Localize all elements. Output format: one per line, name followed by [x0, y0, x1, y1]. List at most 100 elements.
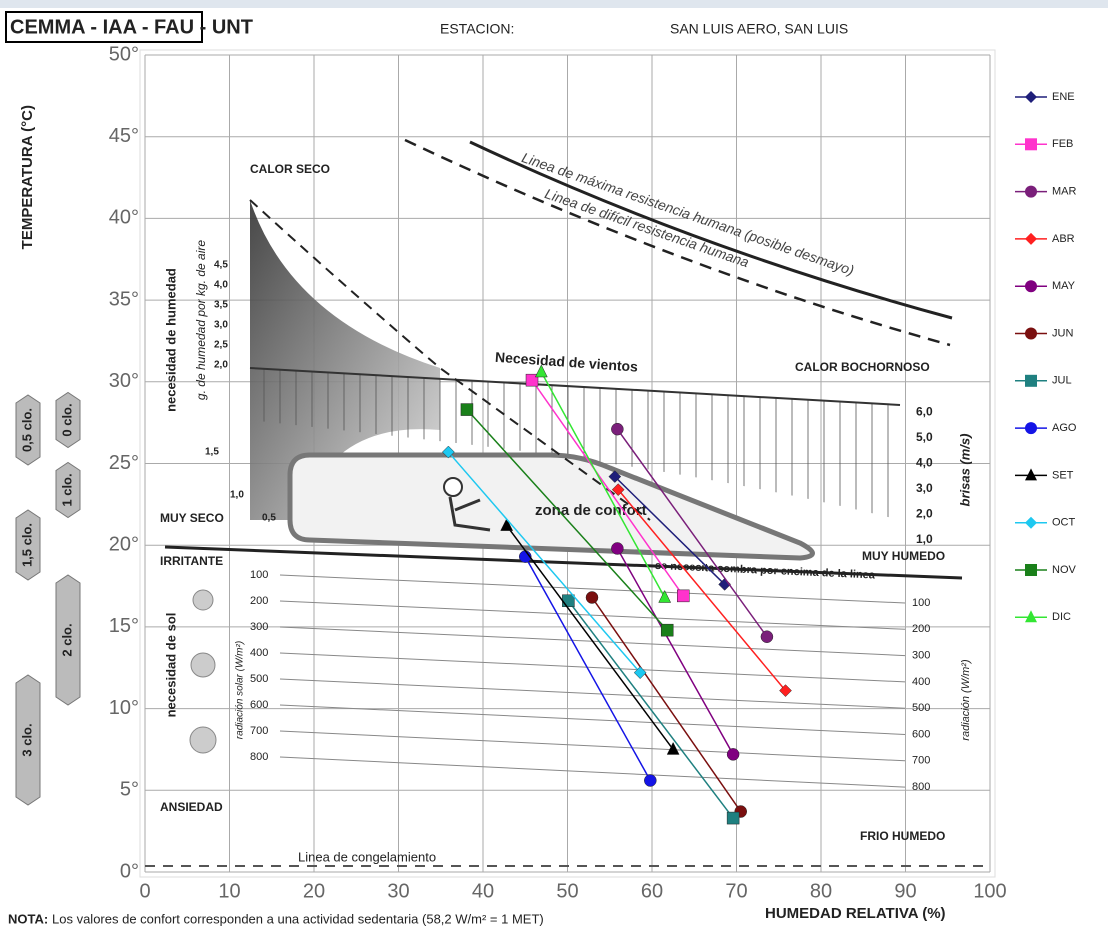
zone-label: radiación (W/m²)	[960, 659, 972, 741]
title-box	[5, 11, 203, 43]
clo-label: 2 clo.	[59, 623, 74, 656]
x-tick-label: 20	[303, 880, 325, 902]
radiation-label: 400	[250, 647, 268, 659]
legend-marker	[1025, 422, 1037, 435]
zone-label: necesidad de humedad	[163, 268, 178, 412]
marker	[726, 811, 740, 825]
legend-marker	[1025, 327, 1037, 340]
legend-label: OCT	[1052, 517, 1076, 529]
legend-marker	[1025, 516, 1037, 529]
x-tick-label: 0	[139, 880, 150, 902]
series-line	[616, 428, 768, 638]
radiation-line	[279, 574, 906, 604]
zone-label: radiación solar (W/m²)	[235, 641, 246, 739]
humidity-label: 4,0	[214, 280, 228, 291]
x-tick-label: 50	[556, 880, 578, 902]
x-tick-label: 40	[472, 880, 494, 902]
series-line	[466, 409, 668, 631]
y-tick-label: 25°	[109, 452, 139, 474]
person-icon	[448, 496, 491, 532]
legend-label: NOV	[1052, 564, 1077, 576]
legend-marker	[1025, 610, 1037, 623]
zone-label: brisas (m/s)	[957, 434, 972, 507]
breeze-label: 5,0	[916, 430, 933, 444]
shade-line	[164, 545, 963, 580]
station: SAN LUIS AERO, SAN LUIS	[670, 21, 848, 37]
clo-badge	[15, 509, 41, 581]
humidity-label: 3,5	[214, 300, 228, 311]
humidity-label: 4,5	[214, 260, 228, 271]
y-tick-label: 5°	[120, 779, 139, 801]
title: CEMMA - IAA - FAU - UNT	[10, 16, 253, 38]
series-line	[591, 597, 742, 812]
radiation-label: 800	[250, 751, 268, 763]
y-axis-title: TEMPERATURA (°C)	[19, 105, 36, 249]
breeze-label: 6,0	[916, 405, 933, 419]
radiation-label: 700	[912, 755, 930, 767]
marker	[460, 403, 474, 416]
marker	[534, 364, 548, 378]
dry-zone	[250, 200, 440, 520]
legend-marker	[1025, 138, 1037, 151]
clo-badge	[15, 394, 41, 466]
radiation-label: 700	[250, 725, 268, 737]
clo-badge	[55, 574, 81, 706]
zone-label: ANSIEDAD	[160, 800, 223, 814]
radiation-label: 300	[250, 621, 268, 633]
zones	[145, 138, 990, 867]
radiation-line	[279, 730, 906, 762]
y-tick-label: 45°	[109, 125, 139, 147]
humidity-label: 2,0	[214, 360, 228, 371]
series-line	[540, 371, 666, 598]
legend-label: ENE	[1052, 91, 1075, 103]
humidity-label: 0,5	[262, 513, 276, 524]
marker	[666, 741, 680, 755]
marker	[442, 445, 455, 459]
zone-label: IRRITANTE	[160, 554, 223, 568]
marker	[677, 589, 690, 603]
marker	[633, 666, 647, 680]
clo-badge	[15, 674, 41, 806]
wind-zone	[250, 368, 900, 520]
zone-label: MUY SECO	[160, 511, 224, 525]
y-tick-label: 20°	[109, 533, 139, 555]
x-axis-title: HUMEDAD RELATIVA (%)	[765, 905, 946, 922]
legend-label: MAY	[1052, 280, 1076, 292]
legend-marker	[1025, 468, 1037, 481]
note: Los valores de confort corresponden a un…	[52, 911, 544, 926]
zone-label: FRIO HUMEDO	[860, 829, 945, 843]
marker	[726, 748, 740, 761]
radiation-line	[279, 600, 906, 630]
series-line	[531, 379, 684, 597]
radiation-line	[279, 756, 906, 788]
y-tick-label: 30°	[109, 370, 139, 392]
zone-label: CALOR BOCHORNOSO	[795, 360, 930, 374]
clo-badge	[55, 391, 81, 449]
zone-label: Linea de congelamiento	[298, 849, 436, 864]
clo-label: 0,5 clo.	[19, 408, 34, 452]
x-tick-label: 70	[725, 880, 747, 902]
note-label: NOTA:	[8, 911, 48, 926]
radiation-label: 100	[912, 597, 930, 609]
zone-label: se necesita sombra por encima de la line…	[655, 560, 876, 582]
marker	[562, 594, 575, 608]
x-tick-label: 90	[894, 880, 916, 902]
series-line	[616, 548, 734, 755]
marker	[779, 684, 792, 697]
marker	[611, 542, 624, 555]
legend-label: MAR	[1052, 186, 1077, 198]
series-line	[617, 489, 787, 692]
radiation-label: 200	[250, 595, 268, 607]
clo-badge	[55, 461, 81, 519]
breeze-label: 3,0	[916, 481, 933, 495]
radiation-label: 400	[912, 676, 930, 688]
marker	[760, 630, 774, 643]
y-tick-label: 40°	[109, 207, 139, 229]
legend-marker	[1025, 374, 1037, 387]
legend-label: SET	[1052, 469, 1074, 481]
x-tick-label: 80	[810, 880, 832, 902]
legend-label: ABR	[1052, 233, 1075, 245]
radiation-line	[279, 678, 906, 709]
legend-marker	[1025, 232, 1037, 245]
